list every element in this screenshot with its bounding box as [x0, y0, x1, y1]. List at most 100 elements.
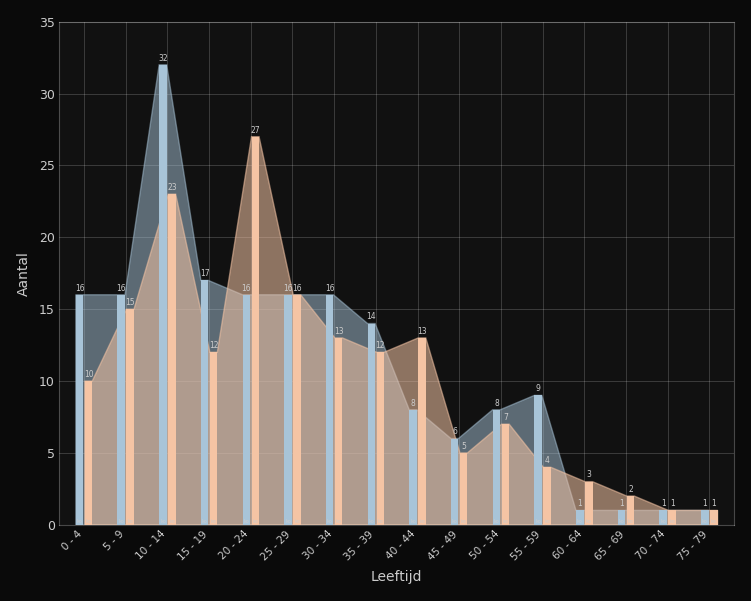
Text: 16: 16: [292, 284, 302, 293]
Text: ko: ko: [86, 519, 92, 523]
Text: ko: ko: [410, 519, 416, 523]
Bar: [710, 510, 717, 525]
Text: ko: ko: [628, 519, 633, 523]
Bar: [418, 338, 426, 525]
Bar: [85, 381, 92, 525]
Text: 8: 8: [411, 398, 415, 407]
Text: 10: 10: [84, 370, 93, 379]
Text: ko: ko: [243, 519, 249, 523]
Text: ko: ko: [669, 519, 675, 523]
Text: ko: ko: [336, 519, 342, 523]
X-axis label: Leeftijd: Leeftijd: [371, 570, 423, 584]
Text: 6: 6: [452, 427, 457, 436]
Text: 16: 16: [325, 284, 334, 293]
Text: 9: 9: [535, 384, 541, 393]
Text: ko: ko: [493, 519, 499, 523]
Text: 1: 1: [711, 499, 716, 508]
Bar: [460, 453, 467, 525]
Bar: [543, 468, 550, 525]
Text: ko: ko: [160, 519, 166, 523]
Text: 15: 15: [125, 298, 135, 307]
Text: ko: ko: [77, 519, 83, 523]
Text: 7: 7: [503, 413, 508, 422]
Text: ko: ko: [452, 519, 457, 523]
Text: ko: ko: [544, 519, 550, 523]
Text: ko: ko: [378, 519, 383, 523]
Bar: [168, 194, 176, 525]
Text: ko: ko: [619, 519, 624, 523]
Text: ko: ko: [502, 519, 508, 523]
Text: 1: 1: [670, 499, 674, 508]
Bar: [534, 395, 541, 525]
Text: ko: ko: [535, 519, 541, 523]
Text: 13: 13: [334, 327, 343, 336]
Bar: [210, 352, 217, 525]
Text: ko: ko: [711, 519, 716, 523]
Bar: [618, 510, 625, 525]
Polygon shape: [76, 65, 709, 525]
Text: 23: 23: [167, 183, 176, 192]
Bar: [659, 510, 667, 525]
Text: 16: 16: [75, 284, 84, 293]
Text: 1: 1: [619, 499, 624, 508]
Text: ko: ko: [211, 519, 216, 523]
Text: ko: ko: [294, 519, 300, 523]
Text: ko: ko: [327, 519, 333, 523]
Text: 14: 14: [366, 313, 376, 322]
Bar: [326, 294, 333, 525]
Y-axis label: Aantal: Aantal: [17, 251, 31, 296]
Bar: [252, 136, 259, 525]
Bar: [668, 510, 676, 525]
Text: 1: 1: [578, 499, 582, 508]
Text: ko: ko: [119, 519, 124, 523]
Bar: [409, 410, 417, 525]
Bar: [159, 65, 167, 525]
Bar: [117, 294, 125, 525]
Text: ko: ko: [369, 519, 374, 523]
Text: 2: 2: [628, 485, 633, 494]
Bar: [585, 481, 593, 525]
Text: 5: 5: [461, 442, 466, 451]
Text: 16: 16: [283, 284, 293, 293]
Text: 17: 17: [200, 269, 210, 278]
Bar: [126, 309, 134, 525]
Text: 16: 16: [116, 284, 126, 293]
Text: ko: ko: [169, 519, 175, 523]
Text: 16: 16: [242, 284, 251, 293]
Text: 1: 1: [702, 499, 707, 508]
Bar: [701, 510, 709, 525]
Bar: [367, 323, 375, 525]
Text: ko: ko: [461, 519, 466, 523]
Bar: [493, 410, 500, 525]
Bar: [201, 281, 208, 525]
Bar: [293, 294, 300, 525]
Bar: [284, 294, 291, 525]
Text: ko: ko: [128, 519, 133, 523]
Bar: [76, 294, 83, 525]
Bar: [243, 294, 250, 525]
Text: 27: 27: [251, 126, 260, 135]
Text: ko: ko: [419, 519, 425, 523]
Bar: [376, 352, 384, 525]
Text: 8: 8: [494, 398, 499, 407]
Text: 12: 12: [209, 341, 219, 350]
Text: 3: 3: [587, 471, 591, 480]
Text: 13: 13: [418, 327, 427, 336]
Polygon shape: [85, 136, 717, 525]
Text: ko: ko: [660, 519, 666, 523]
Bar: [335, 338, 342, 525]
Bar: [626, 496, 634, 525]
Text: ko: ko: [586, 519, 592, 523]
Text: 1: 1: [661, 499, 665, 508]
Text: 12: 12: [376, 341, 385, 350]
Bar: [451, 439, 458, 525]
Text: ko: ko: [285, 519, 291, 523]
Text: 4: 4: [544, 456, 550, 465]
Text: ko: ko: [202, 519, 207, 523]
Bar: [576, 510, 584, 525]
Text: ko: ko: [702, 519, 707, 523]
Text: ko: ko: [577, 519, 583, 523]
Bar: [502, 424, 509, 525]
Text: ko: ko: [252, 519, 258, 523]
Text: 32: 32: [158, 53, 167, 63]
